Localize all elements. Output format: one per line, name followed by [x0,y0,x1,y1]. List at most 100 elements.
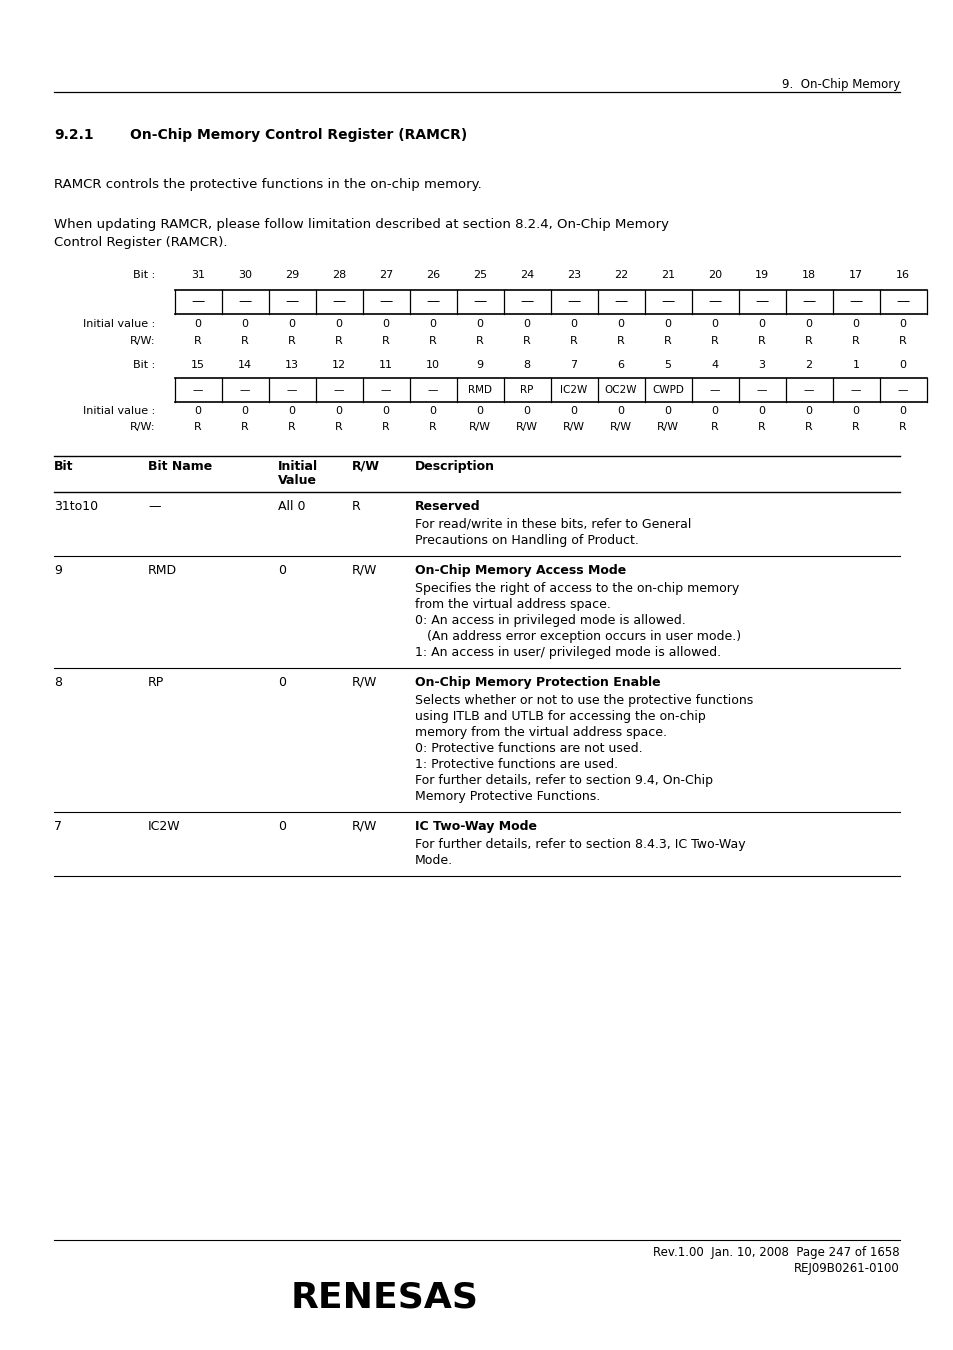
Text: R/W: R/W [352,676,377,688]
Text: R: R [476,336,483,346]
Text: —: — [897,385,907,396]
Text: 2: 2 [804,360,812,370]
Text: 25: 25 [473,270,487,279]
Text: 13: 13 [285,360,298,370]
Text: IC2W: IC2W [559,385,587,396]
Text: 0: 0 [664,319,671,329]
Text: —: — [896,296,908,309]
Text: (An address error exception occurs in user mode.): (An address error exception occurs in us… [415,630,740,643]
Text: 0: An access in privileged mode is allowed.: 0: An access in privileged mode is allow… [415,614,685,626]
Text: For further details, refer to section 8.4.3, IC Two-Way: For further details, refer to section 8.… [415,838,745,850]
Text: Selects whether or not to use the protective functions: Selects whether or not to use the protec… [415,694,753,707]
Text: 0: 0 [758,406,764,416]
Text: R: R [193,336,202,346]
Text: 0: 0 [758,319,764,329]
Text: Initial value :: Initial value : [83,406,154,416]
Text: R/W: R/W [516,423,537,432]
Text: 9.2.1: 9.2.1 [54,128,93,142]
Text: 8: 8 [54,676,62,688]
Text: —: — [708,296,720,309]
Text: R: R [522,336,530,346]
Text: 3: 3 [758,360,764,370]
Text: 20: 20 [707,270,721,279]
Text: R: R [429,423,436,432]
Text: 22: 22 [613,270,627,279]
Text: —: — [519,296,533,309]
Text: On-Chip Memory Control Register (RAMCR): On-Chip Memory Control Register (RAMCR) [130,128,467,142]
Text: —: — [334,385,344,396]
Text: RAMCR controls the protective functions in the on-chip memory.: RAMCR controls the protective functions … [54,178,481,190]
Text: R: R [335,423,342,432]
Text: 0: 0 [523,319,530,329]
Text: R: R [851,423,859,432]
Text: R/W: R/W [657,423,679,432]
Text: 0: 0 [288,406,295,416]
Text: memory from the virtual address space.: memory from the virtual address space. [415,726,666,738]
Text: 0: 0 [617,319,624,329]
Text: —: — [803,385,813,396]
Text: 27: 27 [378,270,393,279]
Text: 14: 14 [237,360,252,370]
Text: —: — [426,296,439,309]
Text: R/W:: R/W: [130,423,154,432]
Text: 9.  On-Chip Memory: 9. On-Chip Memory [781,78,899,90]
Text: 0: 0 [241,319,248,329]
Text: 30: 30 [237,270,252,279]
Text: 23: 23 [566,270,580,279]
Text: CWPD: CWPD [652,385,683,396]
Text: Mode.: Mode. [415,855,453,867]
Text: 0: 0 [852,319,859,329]
Text: R: R [241,336,249,346]
Text: 24: 24 [519,270,534,279]
Text: IC2W: IC2W [148,819,180,833]
Text: 1: Protective functions are used.: 1: Protective functions are used. [415,757,618,771]
Text: Bit :: Bit : [132,360,154,370]
Text: 0: 0 [288,319,295,329]
Text: On-Chip Memory Protection Enable: On-Chip Memory Protection Enable [415,676,659,688]
Text: 1: 1 [852,360,859,370]
Text: —: — [192,296,204,309]
Text: —: — [193,385,203,396]
Text: Bit :: Bit : [132,270,154,279]
Text: 0: 0 [852,406,859,416]
Text: RENESAS: RENESAS [291,1280,478,1314]
Text: R/W: R/W [352,819,377,833]
Text: 15: 15 [191,360,205,370]
Text: R: R [382,336,390,346]
Text: R/W: R/W [469,423,491,432]
Text: Bit Name: Bit Name [148,460,212,472]
Text: 0: 0 [570,406,577,416]
Text: Initial value :: Initial value : [83,319,154,329]
Text: Value: Value [277,474,316,487]
Text: 0: 0 [277,564,286,576]
Text: 0: 0 [429,319,436,329]
Text: —: — [285,296,298,309]
Text: R/W:: R/W: [130,336,154,346]
Text: R: R [382,423,390,432]
Text: 7: 7 [570,360,577,370]
Text: Rev.1.00  Jan. 10, 2008  Page 247 of 1658: Rev.1.00 Jan. 10, 2008 Page 247 of 1658 [653,1246,899,1260]
Text: Description: Description [415,460,495,472]
Text: 9: 9 [476,360,483,370]
Text: RP: RP [519,385,533,396]
Text: 0: 0 [194,406,201,416]
Text: 0: 0 [194,319,201,329]
Text: R: R [804,336,812,346]
Text: R: R [335,336,342,346]
Text: R: R [758,336,765,346]
Text: R: R [804,423,812,432]
Text: Precautions on Handling of Product.: Precautions on Handling of Product. [415,535,639,547]
Text: R/W: R/W [609,423,631,432]
Text: Reserved: Reserved [415,500,480,513]
Text: For further details, refer to section 9.4, On-Chip: For further details, refer to section 9.… [415,774,712,787]
Text: 29: 29 [285,270,299,279]
Text: 0: 0 [804,319,812,329]
Text: from the virtual address space.: from the virtual address space. [415,598,610,612]
Text: REJ09B0261-0100: REJ09B0261-0100 [794,1262,899,1274]
Text: R: R [194,423,202,432]
Text: —: — [850,385,861,396]
Text: 9: 9 [54,564,62,576]
Text: —: — [709,385,720,396]
Text: —: — [755,296,768,309]
Text: 0: 0 [335,406,342,416]
